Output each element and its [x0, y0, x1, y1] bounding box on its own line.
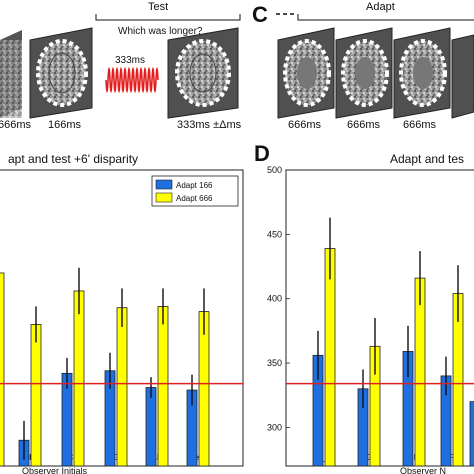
- bar: [469, 401, 474, 467]
- stimulus-frame: [167, 27, 239, 119]
- x-axis-label: Observer N: [400, 466, 446, 474]
- panel-letter-d: D: [254, 141, 270, 166]
- x-tick-labels: JH CF AGS AR Mean: [25, 453, 208, 462]
- stimulus-frame: [29, 27, 93, 119]
- legend-label: Adapt 666: [176, 194, 213, 203]
- bars: [312, 217, 474, 467]
- x-axis-label: Observer Initials: [22, 466, 88, 474]
- y-tick-label: 400: [267, 294, 282, 304]
- duration-label: 166ms: [48, 119, 82, 131]
- x-tick-label: Mean: [188, 453, 208, 462]
- x-tick-label: CF: [68, 453, 79, 462]
- panel-letter-c: C: [252, 2, 268, 27]
- legend-swatch: [155, 179, 173, 190]
- legend-label: Adapt 166: [176, 181, 213, 190]
- test-bracket: [95, 14, 241, 21]
- y-tick-label: 300: [267, 422, 282, 432]
- stimulus-frame: [277, 27, 335, 119]
- y-tick-labels: 300 350 400 450 500: [267, 165, 290, 432]
- bar: [157, 306, 169, 467]
- bar: [324, 248, 336, 467]
- x-tick-label: AGS: [361, 453, 378, 462]
- bar: [73, 290, 85, 467]
- duration-label: 666ms: [0, 119, 32, 131]
- bar: [30, 324, 42, 467]
- stimulus-frame: [393, 27, 451, 119]
- x-tick-label: JH: [25, 453, 35, 462]
- duration-label: 333ms ±Δms: [177, 119, 242, 131]
- legend: Adapt 166 Adapt 666: [151, 175, 239, 207]
- panel-c-adapt: C Adapt 666ms 666ms 666ms: [252, 1, 474, 131]
- bars: [0, 267, 210, 467]
- chart-title: apt and test +6' disparity: [8, 152, 138, 166]
- bar: [116, 307, 128, 467]
- chart-right: D Adapt and tes 300 350 400 450 500 A_A AGS CI…: [254, 141, 474, 474]
- tone-waveform: [105, 66, 159, 94]
- duration-label: 666ms: [288, 119, 322, 131]
- chart-left: apt and test +6' disparity JH CF AGS AR Mean…: [0, 152, 244, 474]
- adapt-label: Adapt: [366, 1, 395, 13]
- x-tick-label: AR: [151, 453, 162, 462]
- y-tick-label: 500: [267, 165, 282, 175]
- tone-duration-label: 333ms: [115, 55, 145, 66]
- question-label: Which was longer?: [118, 26, 203, 37]
- y-tick-label: 450: [267, 229, 282, 239]
- bar: [0, 272, 5, 467]
- y-tick-label: 350: [267, 358, 282, 368]
- panel-b-stimulus: 666ms 166ms Test Which was longer? 333ms…: [0, 1, 242, 131]
- x-tick-label: HPC: [444, 453, 461, 462]
- x-tick-labels: A_A AGS CIL HPC: [316, 453, 460, 462]
- bar: [145, 387, 157, 467]
- chart-title: Adapt and tes: [390, 152, 464, 166]
- x-tick-label: AGS: [108, 453, 125, 462]
- legend-swatch: [155, 192, 173, 203]
- plot-frame: [285, 169, 474, 467]
- adapt-bracket: [297, 14, 474, 21]
- stimulus-frame: [451, 34, 474, 119]
- duration-label: 666ms: [347, 119, 381, 131]
- test-label: Test: [148, 1, 168, 13]
- stimulus-frame: [0, 30, 22, 118]
- bar: [414, 277, 426, 467]
- stimulus-frame: [335, 27, 393, 119]
- x-tick-label: CIL: [408, 453, 421, 462]
- duration-label: 666ms: [403, 119, 437, 131]
- x-tick-label: A_A: [316, 453, 332, 462]
